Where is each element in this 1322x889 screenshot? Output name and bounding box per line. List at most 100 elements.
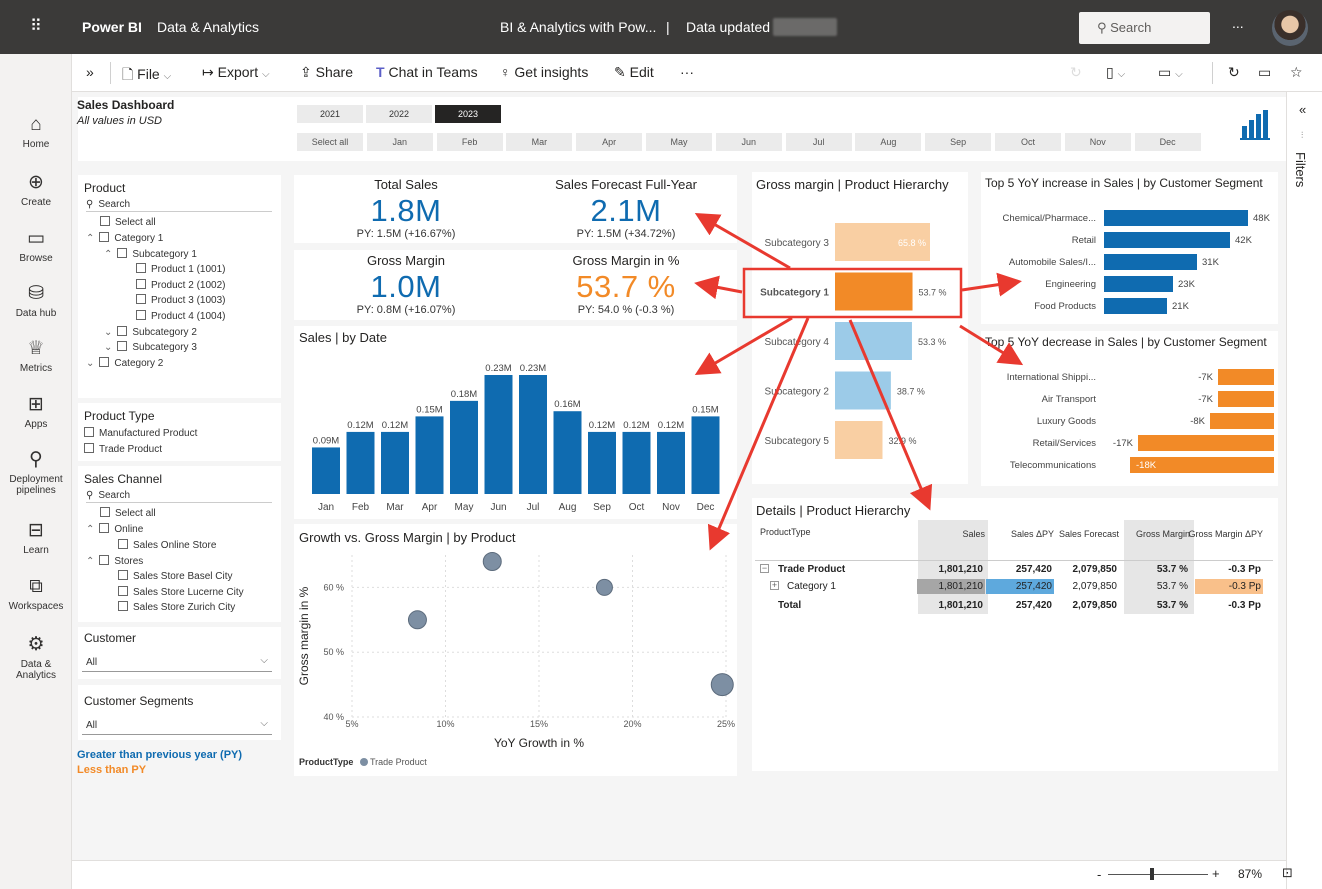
slicer-item[interactable]: Sales Store Lucerne City [118,586,244,598]
nav-item-workspaces[interactable]: ⧉ Workspaces [0,576,72,612]
checkbox[interactable] [99,523,110,533]
checkbox[interactable] [84,427,94,437]
month-mar[interactable]: Mar [506,133,573,151]
year-2023[interactable]: 2023 [435,105,501,123]
row-label[interactable]: Category 1 [787,581,836,592]
month-jun[interactable]: Jun [715,133,782,151]
checkbox[interactable] [136,263,146,273]
chat-in-teams-button[interactable]: T Chat in Teams [376,64,478,80]
slicer-dropdown[interactable]: All ⌵ [82,715,272,735]
increase-bar[interactable] [1104,232,1230,248]
report-title[interactable]: BI & Analytics with Pow... [500,19,657,35]
bar-nov[interactable] [657,431,685,494]
checkbox[interactable] [136,279,146,289]
scatter-point[interactable] [710,673,734,697]
slicer-item[interactable]: Sales Online Store [118,539,216,551]
scatter-point[interactable] [407,610,427,630]
slicer-item[interactable]: ⌄ Subcategory 3 [104,341,197,353]
bar-jun[interactable] [484,375,513,494]
scatter-point[interactable] [482,551,502,571]
bar-jul[interactable] [519,375,547,494]
chevron-icon[interactable]: ⌄ [104,327,113,338]
slicer-item[interactable]: ⌃ Subcategory 1 [104,248,197,260]
checkbox[interactable] [118,570,128,580]
slicer-item[interactable]: ⌃ Category 1 [86,232,163,244]
increase-bar[interactable] [1104,276,1173,292]
bar-sep[interactable] [588,431,616,494]
bar-subcategory-5[interactable] [835,421,883,459]
checkbox[interactable] [100,507,110,517]
slicer-item[interactable]: Sales Store Zurich City [118,601,235,613]
slicer-item[interactable]: Trade Product [84,443,162,455]
app-name[interactable]: Power BI [82,19,142,35]
bookmark-icon[interactable]: ▯ ⌵ [1106,64,1126,80]
chevron-icon[interactable]: ⌃ [86,524,95,535]
nav-item-metrics[interactable]: ♕ Metrics [0,338,72,374]
checkbox[interactable] [99,357,110,367]
checkbox[interactable] [100,216,110,226]
checkbox[interactable] [84,443,94,453]
column-header[interactable]: Sales [962,529,985,539]
increase-bar[interactable] [1104,210,1248,226]
app-launcher-icon[interactable]: ⠿ [30,18,43,35]
export-menu[interactable]: ↦ Export ⌵ [202,64,270,81]
checkbox[interactable] [118,586,128,596]
slicer-item[interactable]: Select all [100,507,156,519]
share-button[interactable]: ⇪ Share [300,64,353,81]
chevron-icon[interactable]: ⌃ [104,249,113,260]
month-dec[interactable]: Dec [1134,133,1201,151]
decrease-bar[interactable] [1218,369,1274,385]
workspace-name[interactable]: Data & Analytics [157,19,259,35]
checkbox[interactable] [117,248,128,258]
favorite-icon[interactable]: ☆ [1290,64,1303,80]
slicer-search[interactable]: ⚲ Search [86,490,272,503]
avatar[interactable] [1272,10,1308,46]
year-2022[interactable]: 2022 [366,105,432,123]
slicer-item[interactable]: Product 4 (1004) [136,310,226,322]
month-select-all[interactable]: Select all [297,133,363,151]
growth-vs-margin-card[interactable] [294,524,737,776]
chevron-icon[interactable]: ⌃ [86,556,95,567]
bar-may[interactable] [450,400,478,494]
bar-oct[interactable] [622,431,651,494]
bar-jan[interactable] [312,447,340,494]
get-insights-button[interactable]: ♀ Get insights [500,64,588,80]
nav-item-data-hub[interactable]: ⛁ Data hub [0,283,72,319]
decrease-bar[interactable] [1218,391,1274,407]
chevron-icon[interactable]: ⌃ [86,233,95,244]
row-label[interactable]: Total [778,600,802,611]
collapse-filters-icon[interactable]: « [1299,102,1307,117]
month-jul[interactable]: Jul [785,133,852,151]
checkbox[interactable] [136,310,146,320]
expand-collapse-icon[interactable]: − [760,563,769,573]
zoom-slider-thumb[interactable] [1150,868,1154,880]
slicer-item[interactable]: ⌄ Category 2 [86,357,163,369]
slicer-item[interactable]: Product 1 (1001) [136,263,226,275]
increase-bar[interactable] [1104,298,1167,314]
month-nov[interactable]: Nov [1064,133,1131,151]
column-header[interactable]: Sales ΔPY [1010,529,1054,539]
decrease-bar[interactable] [1138,435,1274,451]
checkbox[interactable] [117,326,128,336]
bar-subcategory-2[interactable] [835,371,891,410]
slicer-item[interactable]: Sales Store Basel City [118,570,233,582]
column-header[interactable]: Gross Margin [1135,529,1190,539]
slicer-item[interactable]: ⌃ Stores [86,555,143,567]
month-jan[interactable]: Jan [366,133,433,151]
bar-aug[interactable] [553,411,582,494]
nav-item-data-analytics[interactable]: ⚙ Data & Analytics [0,634,72,681]
expand-nav-icon[interactable]: » [86,64,94,80]
month-sep[interactable]: Sep [925,133,992,151]
bar-subcategory-4[interactable] [835,322,912,360]
chevron-icon[interactable]: ⌄ [86,358,95,369]
checkbox[interactable] [118,539,128,549]
file-menu[interactable]: 🗋 File ⌵ [122,64,171,88]
nav-item-home[interactable]: ⌂ Home [0,114,72,150]
checkbox[interactable] [99,555,110,565]
bar-dec[interactable] [691,416,720,494]
bar-feb[interactable] [346,431,375,494]
increase-bar[interactable] [1104,254,1197,270]
filters-pane[interactable]: « ⫶ Filters [1286,92,1322,889]
search-box[interactable]: ⚲ Search [1079,12,1210,44]
column-header[interactable]: Gross Margin ΔPY [1188,529,1263,539]
